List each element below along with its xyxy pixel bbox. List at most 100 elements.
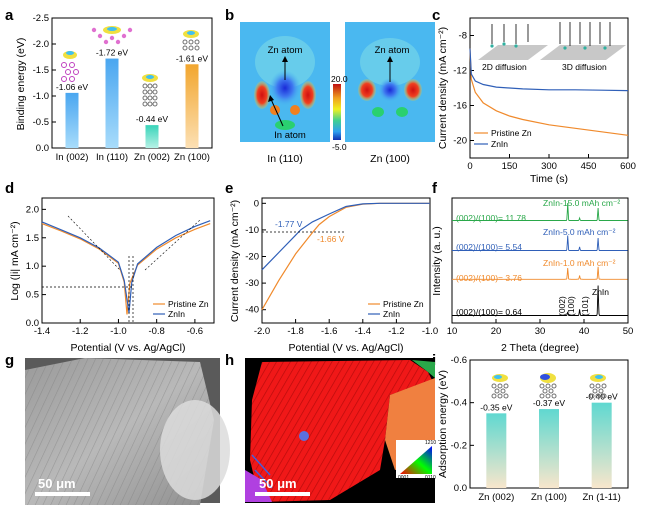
panel-e-xtick-label: -2.0 bbox=[254, 326, 270, 337]
panel-a-xtick-label: Zn (002) bbox=[134, 152, 170, 163]
panel-a-bar bbox=[65, 92, 79, 148]
panel-e-lines bbox=[261, 202, 430, 310]
panel-label-b: b bbox=[225, 7, 234, 24]
panel-f-axes: 10 20 30 40 50 bbox=[447, 319, 634, 337]
panel-e-annot-znin: -1.77 V bbox=[275, 219, 303, 229]
panel-h-red-grain bbox=[250, 360, 432, 502]
panel-d-line-pristine bbox=[41, 223, 211, 315]
panel-i-bar-label: -0.37 eV bbox=[533, 398, 565, 408]
panel-a-ytick-label: -2.5 bbox=[33, 13, 49, 24]
panel-h-scalebar bbox=[255, 492, 310, 496]
panel-h-ipf-triangle bbox=[400, 446, 432, 474]
panel-c-legend: Pristine Zn ZnIn bbox=[474, 128, 532, 149]
panel-b-arrowhead-zn-left bbox=[282, 56, 288, 62]
panel-c-xtick-label: 300 bbox=[541, 161, 557, 172]
panel-e-ytick-label: -40 bbox=[245, 305, 259, 316]
panel-f-xtick-label: 50 bbox=[623, 326, 634, 337]
panel-e-annot-pristine: -1.66 V bbox=[317, 234, 345, 244]
panel-a-y-ticks: 0.0 -0.5 -1.0 -1.5 -2.0 -2.5 bbox=[33, 13, 56, 154]
panel-g-scalebar bbox=[35, 492, 90, 496]
panel-f-peak-101: (101) bbox=[580, 296, 590, 316]
panel-b-annot-zn-right: Zn atom bbox=[375, 45, 410, 56]
panel-h-legend-1210: 1210 bbox=[425, 440, 436, 446]
panel-label-f: f bbox=[432, 180, 438, 197]
panel-d-ytick-label: 1.0 bbox=[26, 261, 39, 272]
panel-e-ytick-label: -10 bbox=[245, 225, 259, 236]
panel-h-scale-label: 50 μm bbox=[259, 476, 297, 491]
panel-h-ebsd-map: 50 μm 1210 0001 0110 bbox=[245, 358, 436, 503]
panel-i-ytick-label: 0.0 bbox=[454, 483, 467, 494]
panel-c-xlabel: Time (s) bbox=[530, 173, 568, 185]
panel-f-peak-100: (100) bbox=[566, 296, 576, 316]
panel-h-green-grain bbox=[412, 360, 435, 378]
panel-c-legend-pristine: Pristine Zn bbox=[491, 128, 532, 138]
panel-d-frame bbox=[41, 197, 215, 324]
panel-a-ylabel: Binding energy (eV) bbox=[15, 38, 27, 131]
panel-e-legend: Pristine Zn ZnIn bbox=[368, 299, 424, 319]
panel-h-blue-grain bbox=[299, 431, 309, 441]
panel-e-line-znin bbox=[261, 202, 430, 271]
panel-b-annot-in: In atom bbox=[274, 130, 306, 141]
panel-f-name-5: ZnIn-5.0 mAh cm⁻² bbox=[543, 227, 616, 237]
panel-i-y-ticks: 0.0 -0.2 -0.4 -0.6 bbox=[451, 355, 474, 494]
panel-a-bars: -1.06 eV -1.72 eV -0.44 eV -1.61 eV bbox=[56, 48, 208, 149]
panel-c-xtick-label: 600 bbox=[620, 161, 636, 172]
panel-f-ylabel: Intensity (a. u.) bbox=[431, 226, 443, 295]
panel-e-axes: -2.0 -1.8 -1.6 -1.4 -1.2 -1.0 0 -10 -20 -30 -40 bbox=[245, 198, 438, 337]
panel-g-bright-region bbox=[160, 400, 230, 500]
panel-a-bar bbox=[105, 58, 119, 149]
panel-d-xtick-label: -1.0 bbox=[110, 326, 126, 337]
panel-i-ytick-label: -0.6 bbox=[451, 355, 467, 366]
panel-e-ylabel: Current density (mA cm⁻²) bbox=[229, 200, 241, 322]
panel-i-ylabel: Adsorption energy (eV) bbox=[437, 370, 449, 478]
panel-d-xtick-label: -1.4 bbox=[34, 326, 50, 337]
panel-f-ratio-1: (002)/(100)= 3.76 bbox=[456, 273, 522, 283]
panel-i-bar-chart: 0.0-0.2-0.4-0.6 -0.35 eV -0.37 eV-0.40 eV… bbox=[437, 355, 629, 503]
panel-b-right-features bbox=[358, 38, 422, 117]
panel-a-xtick-label: Zn (100) bbox=[174, 152, 210, 163]
panel-b-colorbar bbox=[333, 84, 341, 140]
panel-e-frame bbox=[261, 197, 431, 324]
panel-f-xtick-label: 30 bbox=[535, 326, 546, 337]
panel-e-xtick-label: -1.0 bbox=[422, 326, 438, 337]
panel-c-ytick-label: -12 bbox=[453, 66, 467, 77]
panel-a-bar bbox=[145, 125, 159, 148]
panel-a-ytick-label: -1.5 bbox=[33, 65, 49, 76]
panel-i-bar bbox=[539, 409, 559, 488]
panel-b-charge-density: Zn atom In atom Zn atom 20.0 -5.0 In (11… bbox=[240, 22, 435, 165]
panel-b-title-left: In (110) bbox=[267, 153, 302, 165]
panel-i-bar bbox=[486, 413, 507, 488]
panel-b-colorbar-min: -5.0 bbox=[332, 142, 347, 152]
panel-f-name-15: ZnIn-15.0 mAh cm⁻² bbox=[543, 198, 620, 208]
panel-d-ylabel: Log (|i| mA cm⁻²) bbox=[9, 221, 21, 300]
panel-f-pattern-line bbox=[452, 285, 628, 316]
panel-b-arrow-in bbox=[269, 96, 284, 127]
panel-b-colorbar-max: 20.0 bbox=[331, 74, 348, 84]
panel-h-legend-0001: 0001 bbox=[398, 475, 409, 481]
panel-c-line-znin bbox=[469, 48, 629, 92]
panel-i-x-labels: Zn (002) Zn (100) Zn (1-11) bbox=[478, 492, 620, 503]
panel-i-bar-label: -0.35 eV bbox=[480, 402, 512, 412]
panel-a-ytick-label: -1.0 bbox=[33, 91, 49, 102]
panel-d-xtick-label: -1.2 bbox=[72, 326, 88, 337]
panel-e-xtick-label: -1.2 bbox=[388, 326, 404, 337]
panel-c-legend-znin: ZnIn bbox=[491, 139, 508, 149]
panel-f-xlabel: 2 Theta (degree) bbox=[501, 342, 579, 354]
panel-a-bar-label: -1.72 eV bbox=[96, 48, 128, 58]
panel-b-title-right: Zn (100) bbox=[370, 153, 410, 165]
panel-c-line-pristine bbox=[469, 48, 629, 136]
panel-e-ytick-label: -20 bbox=[245, 252, 259, 263]
panel-c-lines bbox=[469, 48, 629, 136]
panel-i-xtick-label: Zn (1-11) bbox=[582, 492, 620, 503]
panel-b-left-features bbox=[254, 36, 316, 130]
panel-f-ratio-5: (002)/(100)= 5.54 bbox=[456, 242, 522, 252]
panel-d-ytick-label: 1.5 bbox=[26, 233, 39, 244]
panel-d-legend-znin: ZnIn bbox=[168, 309, 185, 319]
panel-d-legend: Pristine Zn ZnIn bbox=[153, 299, 209, 319]
panel-a-ytick-label: -0.5 bbox=[33, 117, 49, 128]
panel-f-ratio-15: (002)/(100)= 11.78 bbox=[456, 213, 526, 223]
panel-e-legend-znin: ZnIn bbox=[383, 309, 400, 319]
panel-f-pattern-line bbox=[452, 266, 628, 280]
panel-f-pattern-line bbox=[452, 202, 628, 221]
panel-d-xlabel: Potential (V vs. Ag/AgCl) bbox=[71, 342, 186, 354]
